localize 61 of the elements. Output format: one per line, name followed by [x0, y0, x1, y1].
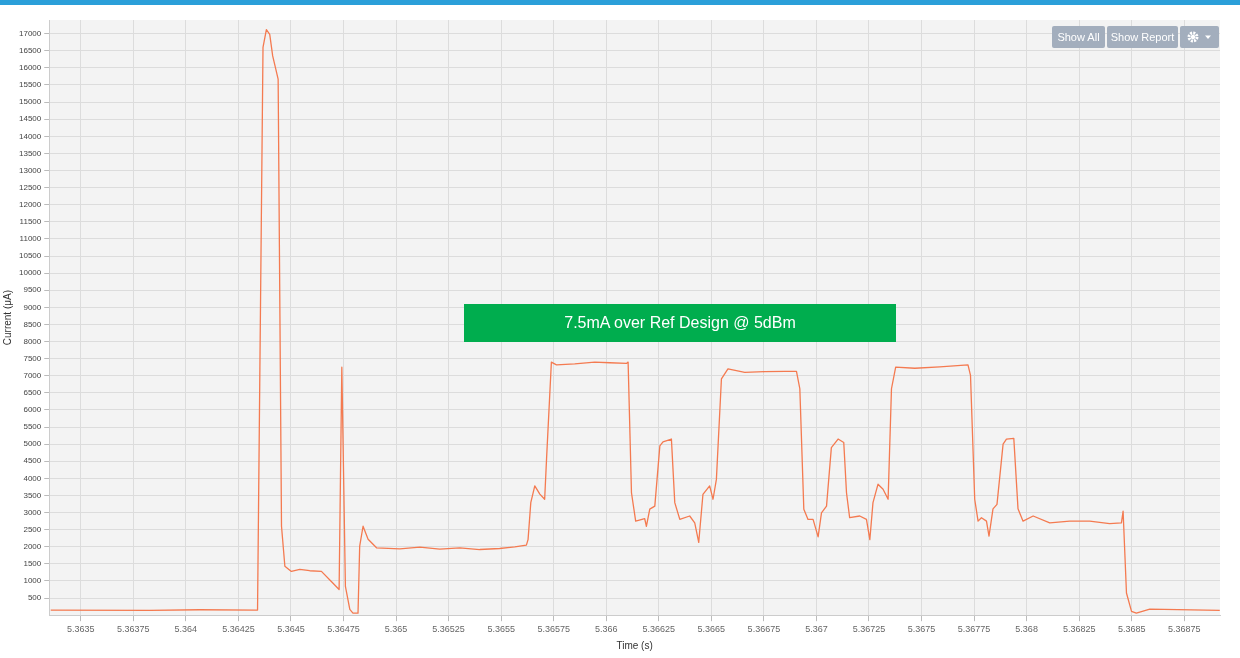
x-tick-label: 5.3675 — [907, 624, 936, 635]
x-tick-label: 5.3635 — [67, 624, 95, 635]
y-tick-label: 11000 — [19, 234, 42, 244]
y-tick-label: 12000 — [19, 199, 42, 209]
y-tick-label: 17000 — [19, 28, 42, 38]
x-tick-label: 5.366 — [594, 624, 618, 635]
x-tick-label: 5.36775 — [957, 624, 991, 635]
x-tick-label: 5.36725 — [852, 624, 886, 635]
y-tick-label: 2500 — [23, 524, 42, 534]
x-tick-label: 5.36625 — [642, 624, 676, 635]
x-tick-label: 5.367 — [805, 624, 828, 635]
x-tick-label: 5.36825 — [1062, 624, 1096, 635]
y-axis-title: Current (μA) — [1, 289, 13, 346]
y-tick-label: 13500 — [19, 148, 42, 158]
x-tick-label: 5.368 — [1015, 624, 1038, 635]
x-tick-label: 5.3645 — [277, 624, 305, 635]
y-tick-label: 10500 — [19, 251, 42, 261]
y-tick-label: 14500 — [19, 114, 42, 124]
y-tick-label: 500 — [27, 593, 42, 603]
x-tick-label: 5.365 — [384, 624, 408, 635]
x-tick-label: 5.36525 — [432, 624, 465, 635]
y-tick-label: 15500 — [19, 80, 42, 90]
y-tick-label: 4500 — [23, 456, 42, 466]
x-tick-label: 5.36375 — [117, 624, 150, 635]
x-tick-label: 5.36675 — [747, 624, 781, 635]
x-tick-label: 5.36575 — [537, 624, 570, 635]
x-tick-label: 5.364 — [174, 624, 198, 635]
y-tick-label: 3500 — [23, 490, 42, 500]
y-tick-label: 5000 — [23, 439, 42, 449]
x-tick-label: 5.3655 — [487, 624, 515, 635]
y-tick-label: 5500 — [23, 422, 42, 432]
x-axis-title: Time (s) — [616, 639, 653, 651]
annotation: Show Report — [1107, 26, 1178, 48]
y-tick-label: 9500 — [23, 285, 42, 295]
y-tick-label: 16500 — [19, 45, 42, 55]
y-tick-label: 1000 — [23, 576, 42, 586]
y-tick-label: 6500 — [23, 388, 42, 398]
y-tick-label: 4000 — [23, 473, 42, 483]
y-tick-label: 1500 — [23, 559, 42, 569]
y-tick-label: 6000 — [23, 405, 42, 415]
annotation: Show All — [1052, 26, 1105, 48]
y-tick-label: 15000 — [19, 97, 42, 107]
y-tick-label: 2000 — [23, 541, 42, 551]
y-tick-label: 14000 — [19, 131, 42, 141]
y-tick-label: 16000 — [19, 63, 42, 73]
x-tick-label: 5.3665 — [697, 624, 726, 635]
y-tick-label: 9000 — [23, 302, 42, 312]
y-tick-label: 12500 — [19, 182, 42, 192]
y-tick-label: 7500 — [23, 353, 42, 363]
y-tick-label: 10000 — [19, 268, 42, 278]
callout-box: 7.5mA over Ref Design @ 5dBm — [464, 304, 896, 342]
y-tick-label: 13000 — [19, 165, 42, 175]
y-tick-label: 3000 — [23, 507, 42, 517]
x-tick-label: 5.36425 — [222, 624, 255, 635]
x-tick-label: 5.3685 — [1117, 624, 1146, 635]
x-tick-label: 5.36475 — [327, 624, 360, 635]
x-tick-label: 5.36875 — [1167, 624, 1201, 635]
y-tick-label: 7000 — [23, 370, 42, 380]
y-tick-label: 11500 — [19, 217, 42, 227]
y-tick-label: 8500 — [23, 319, 42, 329]
y-tick-label: 8000 — [23, 336, 42, 346]
